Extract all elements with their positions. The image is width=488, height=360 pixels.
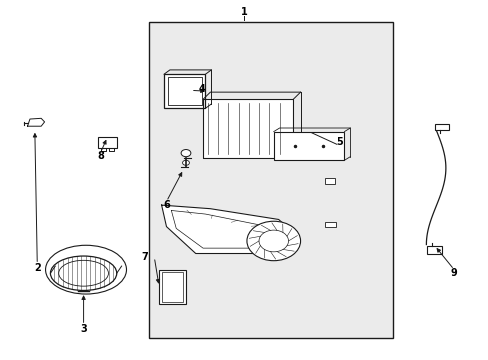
Bar	[273, 132, 344, 160]
Circle shape	[259, 230, 288, 252]
Text: 5: 5	[336, 138, 342, 147]
Circle shape	[181, 149, 190, 157]
Text: 4: 4	[198, 84, 204, 94]
Bar	[98, 137, 117, 148]
Text: 8: 8	[97, 150, 104, 161]
Circle shape	[182, 160, 189, 165]
Bar	[325, 178, 334, 184]
Bar	[149, 22, 392, 338]
Text: 9: 9	[450, 268, 457, 278]
Text: 6: 6	[163, 200, 169, 210]
Bar	[163, 74, 205, 108]
Bar	[325, 222, 335, 226]
Text: 1: 1	[241, 7, 247, 17]
Polygon shape	[27, 118, 44, 126]
Text: 7: 7	[141, 252, 147, 262]
Bar	[434, 125, 448, 130]
Ellipse shape	[50, 256, 117, 291]
Bar	[427, 246, 441, 253]
Bar	[167, 77, 201, 105]
Ellipse shape	[59, 260, 108, 286]
Text: 3: 3	[80, 324, 87, 334]
Text: 2: 2	[34, 263, 41, 273]
Bar	[159, 270, 185, 304]
Polygon shape	[161, 205, 290, 253]
Circle shape	[246, 221, 300, 261]
Bar	[162, 272, 183, 302]
Polygon shape	[203, 99, 293, 158]
